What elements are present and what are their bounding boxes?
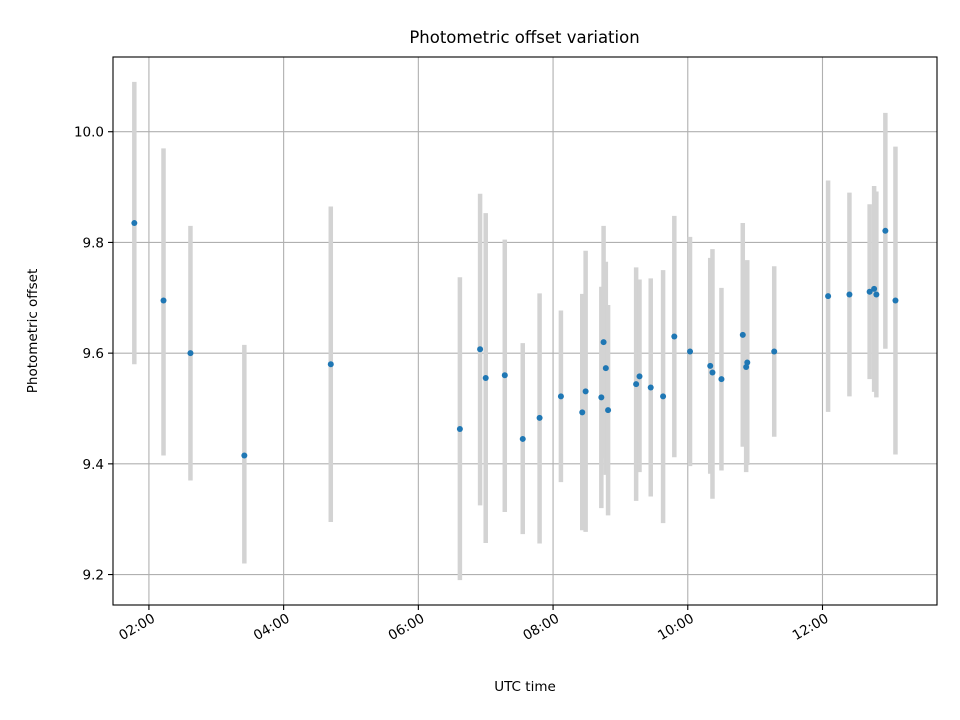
data-point	[600, 339, 607, 346]
data-point	[866, 288, 873, 295]
data-point	[660, 393, 667, 400]
data-point	[771, 348, 778, 355]
data-point	[718, 376, 725, 383]
data-point	[501, 372, 508, 379]
data-point	[647, 384, 654, 391]
data-point	[519, 435, 526, 442]
y-axis-label: Photometric offset	[25, 269, 41, 393]
data-point	[873, 291, 880, 298]
data-point	[825, 293, 832, 300]
data-point	[602, 365, 609, 372]
y-tick-label: 9.2	[83, 568, 104, 584]
grid	[113, 57, 937, 605]
data-point	[131, 220, 138, 227]
data-point	[327, 361, 334, 368]
y-tick-label: 9.6	[83, 346, 104, 362]
data-point	[598, 394, 605, 401]
y-axis: 9.2 9.4 9.6 9.8 10.0	[74, 125, 113, 584]
y-tick-label: 9.4	[83, 457, 104, 473]
data-point	[633, 381, 640, 388]
data-point	[882, 227, 889, 234]
data-point	[605, 407, 612, 414]
data-point	[871, 285, 878, 292]
data-point	[582, 388, 589, 395]
data-point	[744, 359, 751, 366]
plot-frame	[112, 56, 938, 606]
data-point	[160, 297, 167, 304]
x-axis-label: UTC time	[494, 679, 556, 695]
data-point	[846, 291, 853, 298]
y-tick-label: 10.0	[74, 125, 104, 141]
y-tick-label: 9.8	[83, 235, 104, 251]
data-point	[687, 348, 694, 355]
data-point	[579, 409, 586, 416]
data-point	[536, 414, 543, 421]
data-point	[671, 333, 678, 340]
data-point	[482, 375, 489, 382]
data-point	[707, 362, 714, 369]
data-point	[709, 369, 716, 376]
data-point	[636, 373, 643, 380]
data-points	[131, 220, 899, 459]
data-point	[241, 452, 248, 459]
chart-title: Photometric offset variation	[409, 28, 639, 47]
data-point	[477, 346, 484, 353]
data-point	[557, 393, 564, 400]
data-point	[187, 350, 194, 357]
data-point	[739, 331, 746, 338]
data-point	[456, 425, 463, 432]
data-point	[892, 297, 899, 304]
